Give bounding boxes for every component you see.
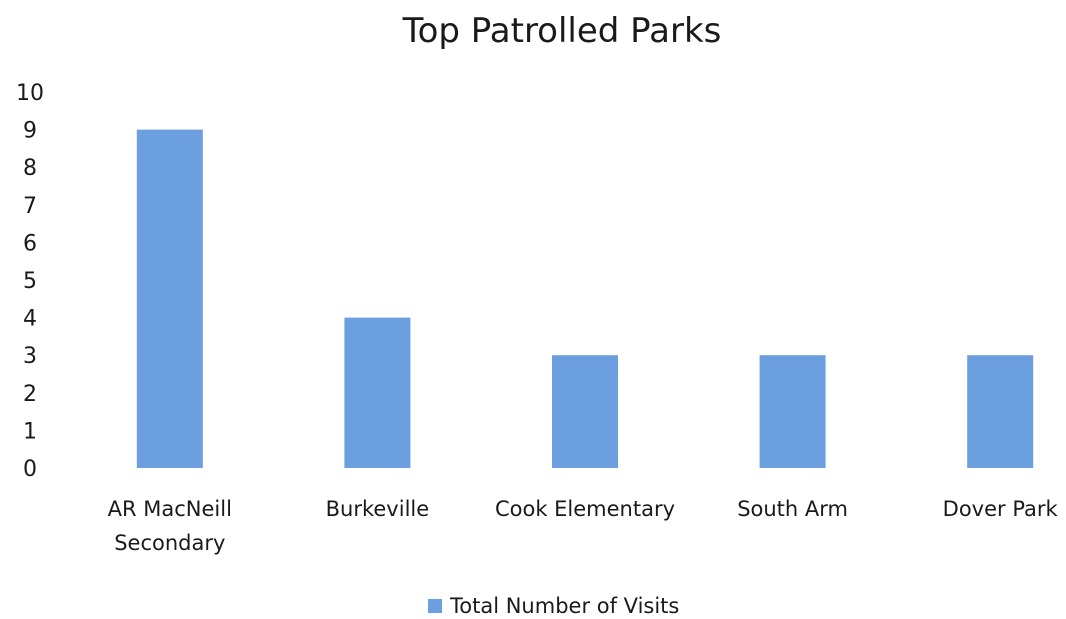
y-tick-label: 2 <box>23 382 37 407</box>
bar <box>967 355 1034 468</box>
y-tick-label: 4 <box>23 307 37 332</box>
bar <box>759 355 826 468</box>
legend-label: Total Number of Visits <box>449 594 679 618</box>
legend-swatch <box>428 599 442 613</box>
bar <box>136 129 203 468</box>
y-tick-label: 1 <box>23 419 37 444</box>
y-tick-label: 3 <box>23 344 37 369</box>
x-category-label: Cook Elementary <box>495 497 675 521</box>
x-category-label: Dover Park <box>943 497 1059 521</box>
y-tick-label: 9 <box>23 119 37 144</box>
y-tick-label: 6 <box>23 231 37 256</box>
x-category-label: AR MacNeill <box>108 497 232 521</box>
x-category-label: Burkeville <box>326 497 430 521</box>
legend: Total Number of Visits <box>428 594 679 618</box>
x-category-label: Secondary <box>114 531 225 555</box>
bar <box>344 317 411 468</box>
chart-title: Top Patrolled Parks <box>402 11 722 51</box>
y-tick-label: 7 <box>23 194 37 219</box>
x-axis: AR MacNeill Secondary Burkeville Cook Eleme… <box>108 497 1059 555</box>
y-tick-label: 10 <box>16 81 44 106</box>
y-tick-label: 8 <box>23 156 37 181</box>
bar <box>552 355 618 468</box>
x-category-label: South Arm <box>737 497 848 521</box>
bars <box>136 129 1034 468</box>
y-tick-label: 0 <box>23 457 37 482</box>
y-axis: 0 1 2 3 4 5 6 7 8 9 10 <box>16 81 44 482</box>
y-tick-label: 5 <box>23 269 37 294</box>
